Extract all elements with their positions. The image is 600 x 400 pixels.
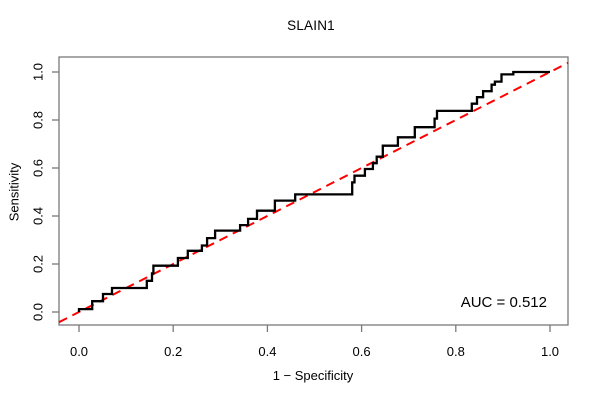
x-tick-labels: 0.0 0.2 0.4 0.6 0.8 1.0 <box>0 344 600 360</box>
y-tick-label: 0.4 <box>30 206 46 226</box>
y-tick-label: 0.8 <box>30 110 46 130</box>
plot-title: SLAIN1 <box>287 18 335 33</box>
y-tick-label: 0.2 <box>30 254 46 274</box>
y-tick-label: 0.0 <box>30 302 46 322</box>
y-axis-label: Sensitivity <box>6 162 22 222</box>
x-tick-label: 0.6 <box>352 344 371 359</box>
x-axis-label: 1 − Specificity <box>272 368 354 383</box>
chance-diagonal-line <box>58 61 569 324</box>
auc-annotation: AUC = 0.512 <box>460 294 547 311</box>
x-tick-label: 1.0 <box>540 344 560 359</box>
roc-curve <box>77 70 550 312</box>
plot-frame-box <box>58 56 569 326</box>
y-tick-label: 0.6 <box>30 158 46 178</box>
x-tick-label: 0.8 <box>446 344 465 359</box>
x-tick-label: 0.4 <box>258 344 277 359</box>
x-tick-label: 0.0 <box>69 344 89 359</box>
x-tick-label: 0.2 <box>164 344 183 359</box>
y-tick-label: 1.0 <box>30 62 46 82</box>
